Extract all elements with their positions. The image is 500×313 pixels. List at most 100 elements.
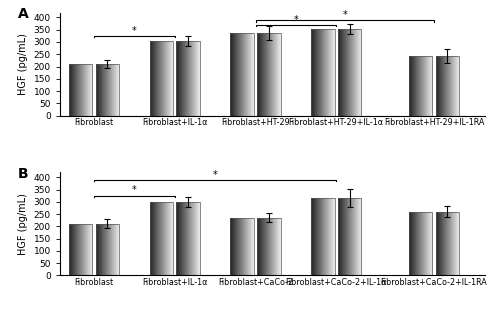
Bar [171, 41, 172, 115]
Bar [250, 33, 251, 115]
Bar [198, 202, 200, 275]
Bar [69, 224, 70, 275]
Bar [155, 202, 156, 275]
Bar [316, 29, 317, 115]
Bar [96, 224, 97, 275]
Bar [87, 224, 88, 275]
Bar [243, 33, 244, 115]
Bar [170, 202, 172, 275]
Bar [153, 202, 154, 275]
Bar [182, 41, 183, 115]
Bar [190, 41, 191, 115]
Bar [453, 56, 454, 115]
Bar [236, 33, 238, 115]
Bar [96, 64, 97, 115]
Bar [422, 56, 423, 115]
Bar [169, 202, 170, 275]
Bar [259, 33, 260, 115]
Bar [319, 29, 320, 115]
Bar [278, 218, 279, 275]
Bar [164, 41, 165, 115]
Bar [342, 198, 343, 275]
Bar [184, 202, 185, 275]
Bar [420, 212, 421, 275]
Bar [325, 29, 326, 115]
Bar [242, 218, 243, 275]
Bar [69, 64, 70, 115]
Bar [257, 218, 258, 275]
Bar [176, 202, 177, 275]
Bar [162, 41, 163, 115]
Bar [325, 198, 326, 275]
Bar [160, 202, 161, 275]
Bar [261, 33, 262, 115]
Bar [82, 224, 83, 275]
Bar [171, 202, 172, 275]
Bar [247, 218, 248, 275]
Bar [231, 218, 232, 275]
Bar [273, 33, 274, 115]
Bar [90, 64, 92, 115]
Bar [317, 198, 318, 275]
Bar [252, 218, 253, 275]
Bar [354, 198, 355, 275]
Bar [413, 56, 414, 115]
Bar [170, 41, 172, 115]
Bar [270, 33, 271, 115]
Bar [167, 202, 168, 275]
Bar [244, 33, 245, 115]
Bar [115, 224, 116, 275]
Bar [71, 224, 72, 275]
Bar [72, 224, 73, 275]
Bar [425, 212, 426, 275]
Bar [231, 33, 232, 115]
Bar [180, 41, 182, 115]
Bar [458, 212, 460, 275]
Bar [159, 202, 160, 275]
Bar [107, 224, 108, 275]
Bar [90, 64, 91, 115]
Bar [354, 198, 356, 275]
Bar [358, 29, 359, 115]
Bar [76, 224, 78, 275]
Bar [268, 218, 269, 275]
Bar [234, 218, 235, 275]
Bar [177, 202, 178, 275]
Bar [429, 212, 430, 275]
Bar [106, 224, 107, 275]
Bar [75, 64, 76, 115]
Bar [73, 224, 74, 275]
Bar [186, 202, 187, 275]
Bar [314, 198, 316, 275]
Bar [112, 224, 113, 275]
Bar [419, 56, 420, 115]
Bar [108, 64, 109, 115]
Bar [240, 218, 241, 275]
Bar [166, 202, 167, 275]
Bar [327, 29, 328, 115]
Bar [354, 29, 356, 115]
Bar [270, 218, 271, 275]
Bar [322, 198, 323, 275]
Bar [276, 218, 277, 275]
Bar [236, 218, 237, 275]
Bar [156, 41, 158, 115]
Bar [192, 41, 193, 115]
Bar [345, 29, 346, 115]
Bar [266, 218, 267, 275]
Bar [239, 218, 240, 275]
Bar [107, 64, 108, 115]
Bar [106, 64, 107, 115]
Bar [425, 56, 426, 115]
Bar [116, 64, 117, 115]
Bar [346, 198, 347, 275]
Bar [341, 29, 342, 115]
Bar [452, 212, 453, 275]
Bar [97, 224, 98, 275]
Bar [330, 198, 332, 275]
Bar [263, 218, 264, 275]
Bar [338, 198, 361, 275]
Bar [320, 198, 321, 275]
Bar [115, 64, 116, 115]
Bar [457, 212, 458, 275]
